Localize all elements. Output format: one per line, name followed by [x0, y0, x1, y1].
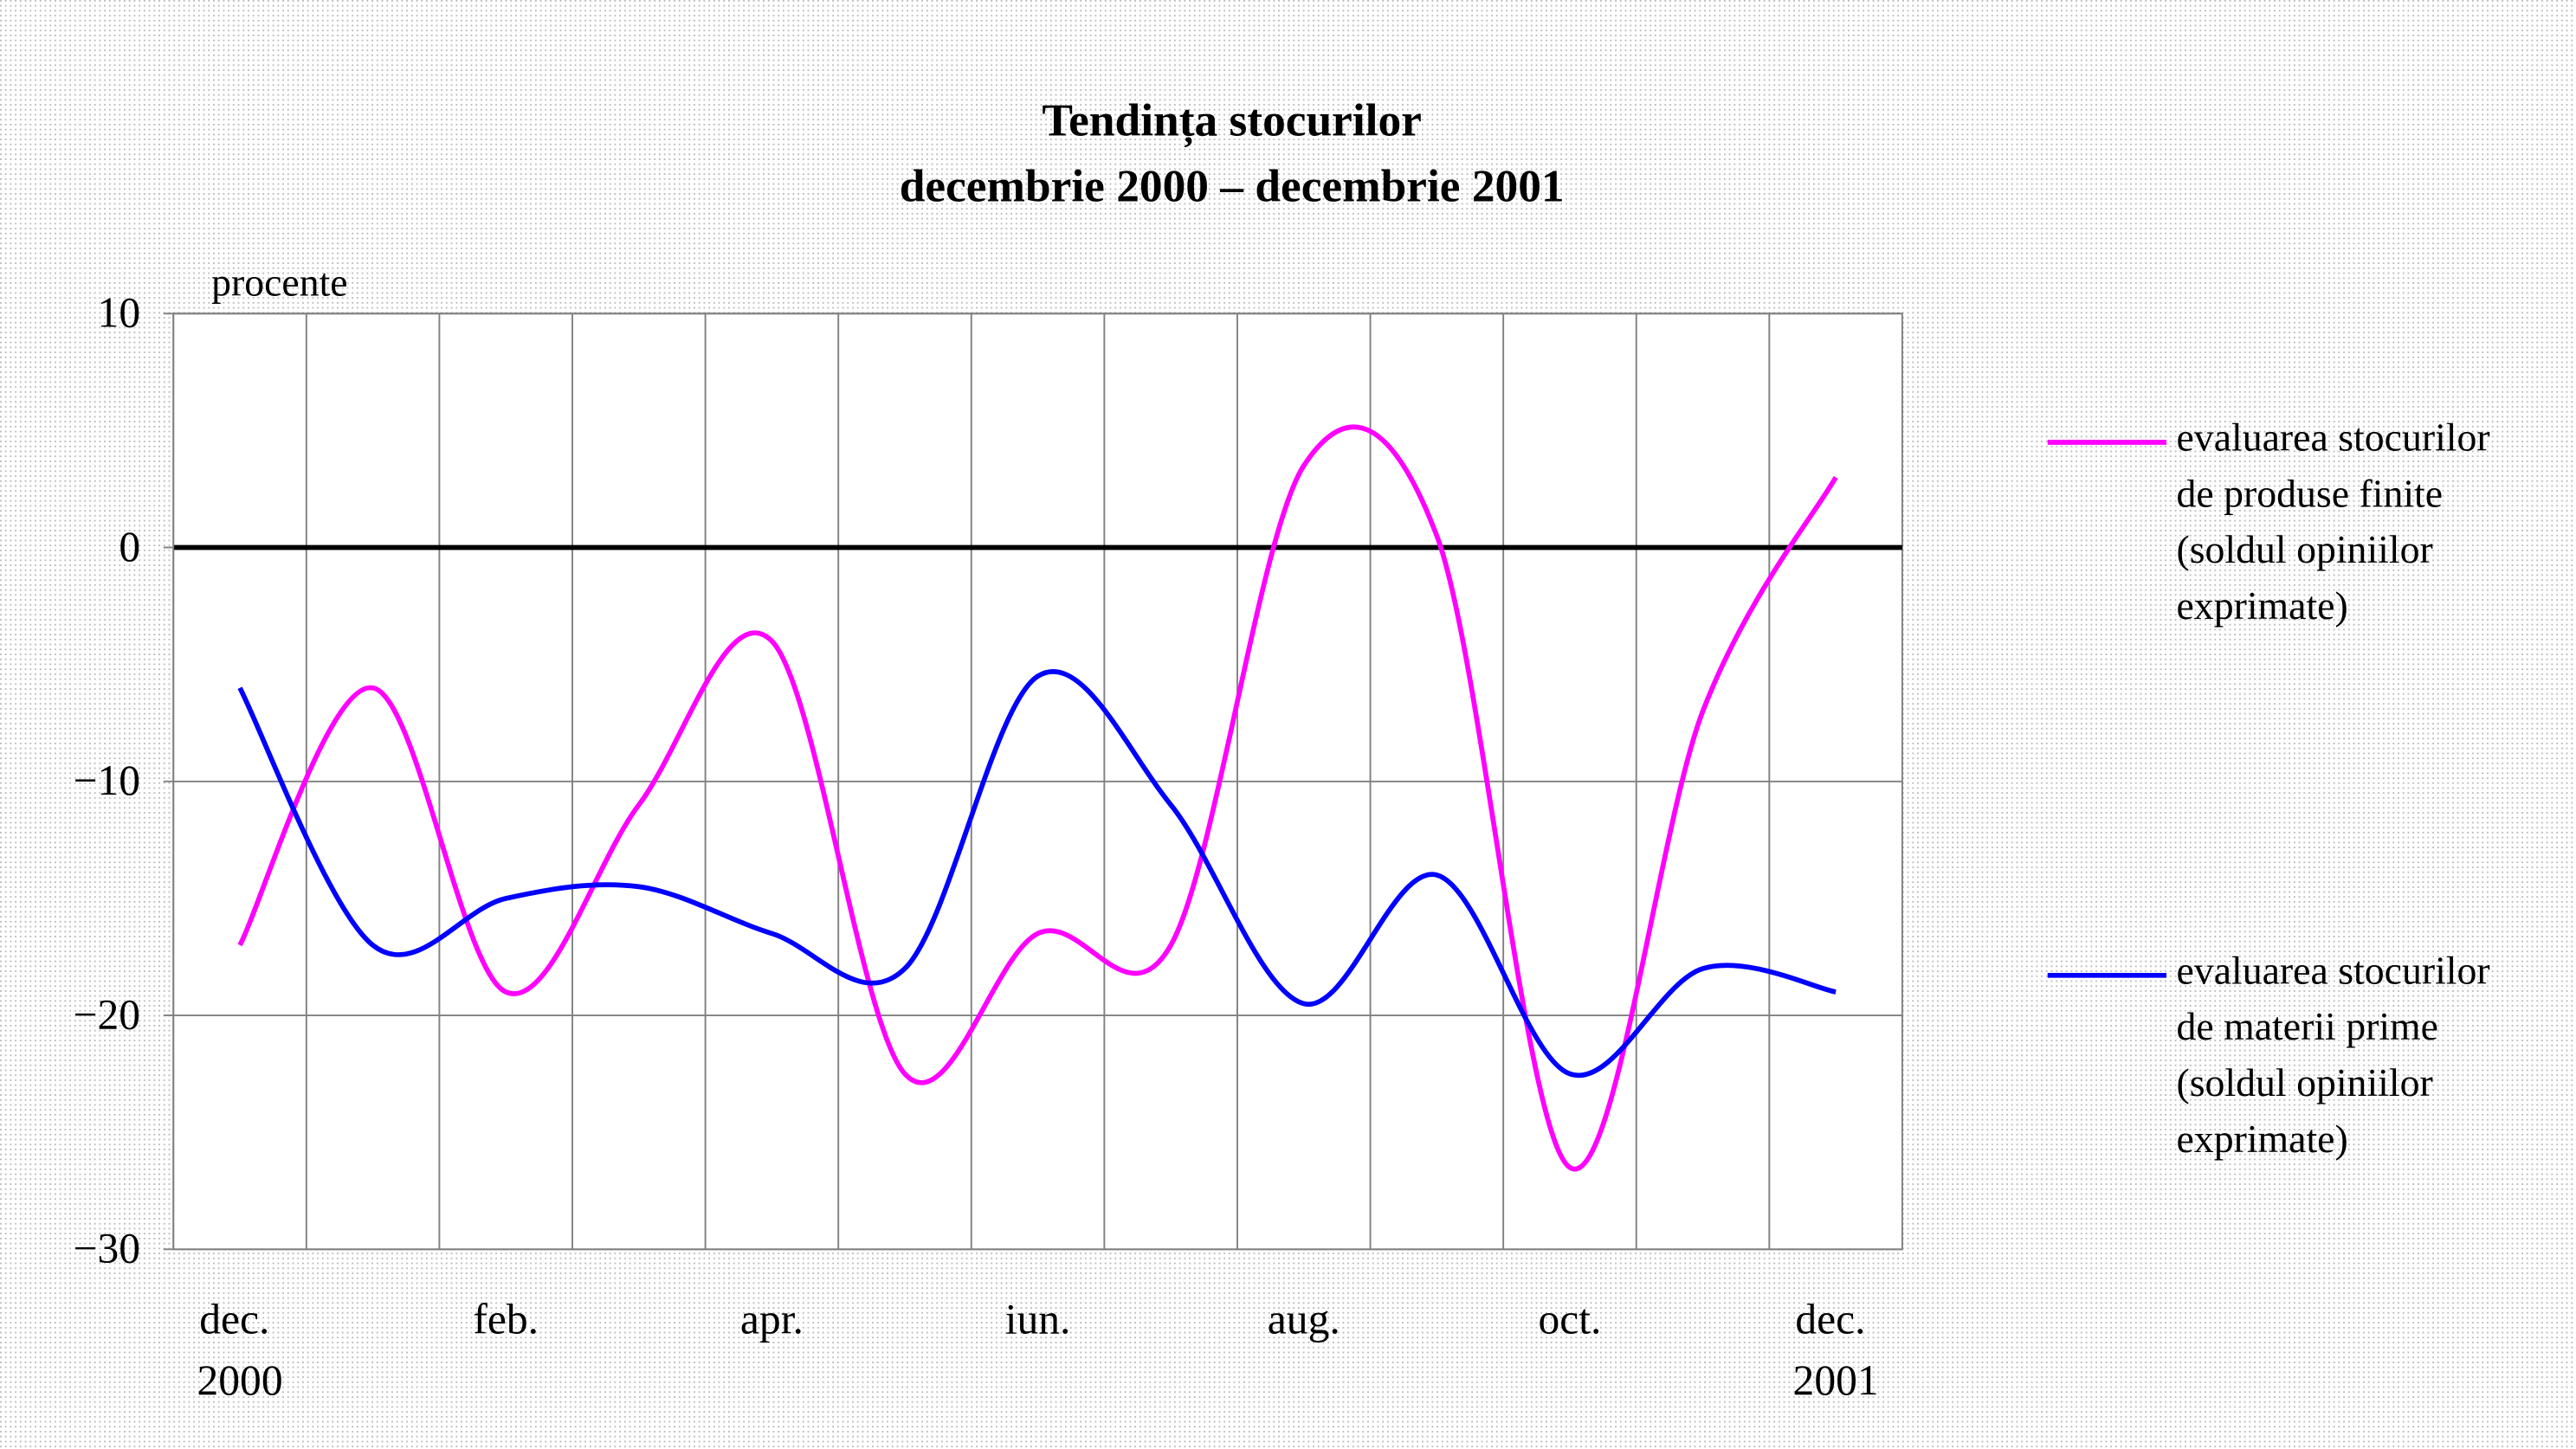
- x-tick-label: dec. 2001: [1793, 1296, 1879, 1405]
- y-tick-label: −30: [74, 1225, 141, 1272]
- x-tick-label: aug.: [1268, 1296, 1340, 1343]
- legend-label: evaluarea stocurilor de produse finite (…: [2176, 417, 2490, 629]
- y-tick-label: 10: [98, 289, 141, 337]
- y-tick-label: 0: [119, 523, 140, 570]
- series-line: [237, 669, 1837, 1079]
- legend-label: evaluarea stocurilor de materii prime (s…: [2176, 950, 2490, 1162]
- y-tick-label: −20: [74, 990, 141, 1038]
- chart-subtitle: decembrie 2000 – decembrie 2001: [900, 160, 1565, 212]
- x-tick-label: iun.: [1005, 1296, 1071, 1343]
- x-tick-label: oct.: [1538, 1296, 1601, 1343]
- x-tick-label: dec. 2000: [197, 1296, 282, 1405]
- chart-title: Tendința stocurilor: [1042, 93, 1421, 147]
- legend-entry: evaluarea stocurilor de produse finite (…: [2176, 417, 2490, 629]
- series-line: [237, 424, 1838, 1172]
- y-tick-label: −10: [74, 757, 141, 804]
- legend-entry: evaluarea stocurilor de materii prime (s…: [2176, 950, 2490, 1162]
- x-tick-label: apr.: [740, 1296, 804, 1343]
- y-axis-label: procente: [211, 260, 348, 304]
- x-tick-label: feb.: [473, 1296, 539, 1343]
